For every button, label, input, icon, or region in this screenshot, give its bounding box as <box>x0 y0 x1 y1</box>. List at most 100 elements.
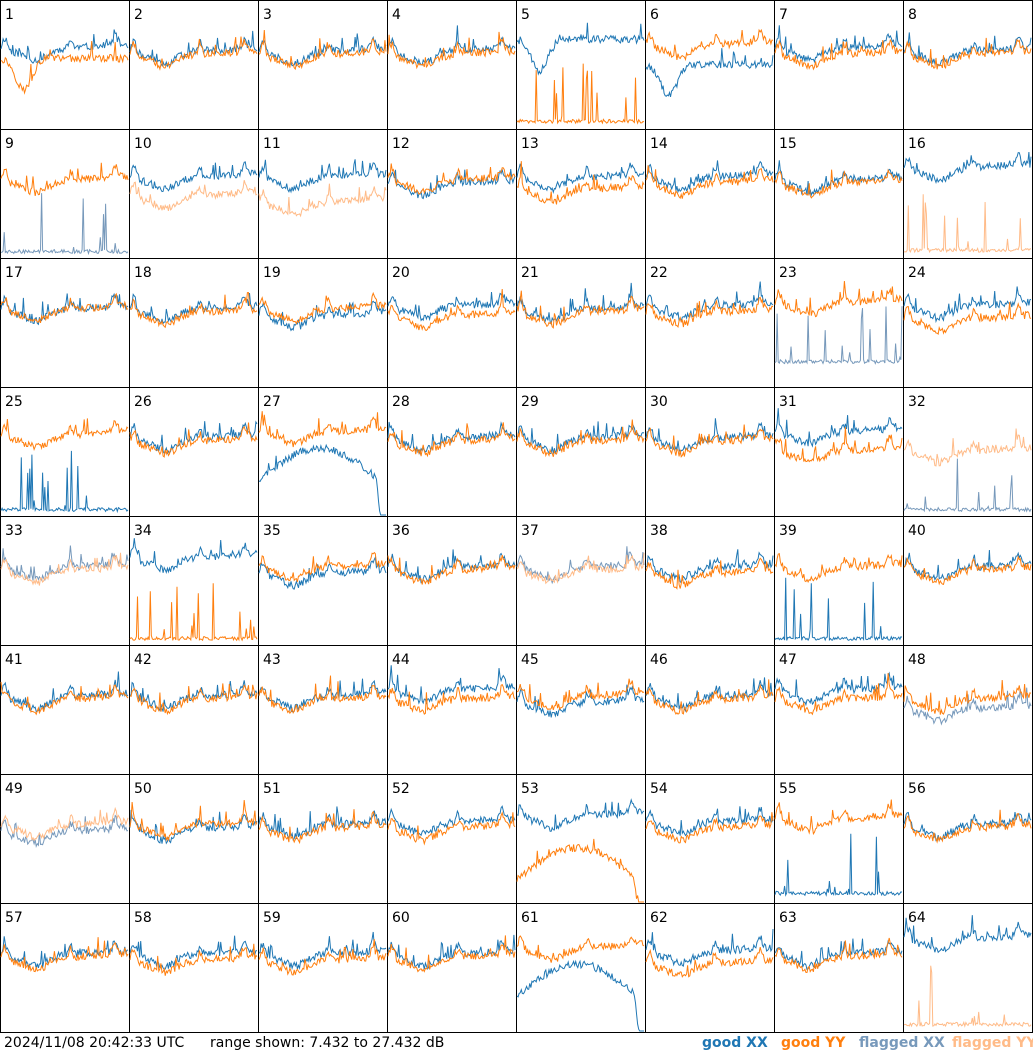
series-xx-panel-9 <box>0 193 129 256</box>
series-yy-panel-51 <box>258 809 387 845</box>
range-label: range shown: 7.432 to 27.432 dB <box>210 1035 445 1051</box>
legend-good-xx: good XX <box>702 1035 768 1051</box>
series-xx-panel-45 <box>516 684 645 718</box>
series-xx-panel-31 <box>774 408 903 448</box>
series-yy-panel-48 <box>903 679 1032 715</box>
series-xx-panel-16 <box>903 151 1032 184</box>
series-yy-panel-12 <box>387 163 516 195</box>
series-xx-panel-27 <box>258 443 386 516</box>
panel-43: 43 <box>258 645 388 775</box>
series-yy-panel-52 <box>387 811 516 846</box>
series-xx-panel-46 <box>645 677 774 713</box>
series-yy-panel-44 <box>387 683 516 715</box>
series-yy-panel-54 <box>645 812 774 844</box>
panel-label: 4 <box>392 7 401 23</box>
series-yy-panel-53 <box>516 838 644 903</box>
series-xx-panel-13 <box>516 162 645 195</box>
series-xx-panel-37 <box>516 546 645 585</box>
series-xx-panel-57 <box>0 936 129 970</box>
panel-label: 21 <box>521 265 539 281</box>
series-xx-panel-20 <box>387 291 516 322</box>
panel-frame <box>0 516 130 646</box>
series-yy-panel-23 <box>774 280 903 318</box>
panel-label: 52 <box>392 781 410 797</box>
panel-53: 53 <box>516 774 646 904</box>
series-yy-panel-59 <box>258 939 387 976</box>
panel-15: 15 <box>774 129 904 259</box>
panel-label: 1 <box>5 7 14 23</box>
panel-label: 2 <box>134 7 143 23</box>
series-yy-panel-26 <box>129 422 258 458</box>
panel-label: 57 <box>5 910 23 926</box>
panel-frame <box>0 774 130 904</box>
panel-label: 14 <box>650 136 668 152</box>
panel-13: 13 <box>516 129 646 259</box>
panel-label: 61 <box>521 910 539 926</box>
panel-64: 64 <box>903 903 1033 1033</box>
panel-8: 8 <box>903 0 1033 130</box>
panel-31: 31 <box>774 387 904 517</box>
panel-frame <box>258 0 388 130</box>
series-yy-panel-61 <box>516 935 645 963</box>
panel-label: 22 <box>650 265 668 281</box>
series-xx-panel-14 <box>645 160 774 194</box>
panel-label: 29 <box>521 394 539 410</box>
panel-frame <box>0 129 130 259</box>
series-yy-panel-16 <box>903 194 1032 254</box>
series-xx-panel-6 <box>645 48 774 98</box>
panel-59: 59 <box>258 903 388 1033</box>
panel-51: 51 <box>258 774 388 904</box>
series-xx-panel-51 <box>258 806 387 841</box>
panel-28: 28 <box>387 387 517 517</box>
series-xx-panel-22 <box>645 281 774 323</box>
panel-label: 55 <box>779 781 797 797</box>
panel-label: 12 <box>392 136 410 152</box>
panel-label: 47 <box>779 652 797 668</box>
panel-label: 6 <box>650 7 659 23</box>
series-yy-panel-25 <box>0 418 129 451</box>
panel-label: 30 <box>650 394 668 410</box>
panel-frame <box>774 645 904 775</box>
series-xx-panel-54 <box>645 806 774 837</box>
panel-63: 63 <box>774 903 904 1033</box>
series-yy-panel-32 <box>903 428 1032 467</box>
series-xx-panel-25 <box>0 450 129 514</box>
panel-24: 24 <box>903 258 1033 388</box>
panel-45: 45 <box>516 645 646 775</box>
panel-label: 50 <box>134 781 152 797</box>
panel-16: 16 <box>903 129 1033 259</box>
panel-57: 57 <box>0 903 130 1033</box>
series-yy-panel-21 <box>516 290 645 329</box>
series-yy-panel-47 <box>774 673 903 716</box>
panel-frame <box>129 774 259 904</box>
series-yy-panel-5 <box>516 63 645 125</box>
series-xx-panel-61 <box>516 959 644 1032</box>
panel-9: 9 <box>0 129 130 259</box>
panel-frame <box>903 516 1033 646</box>
panel-frame <box>516 774 646 904</box>
panel-label: 63 <box>779 910 797 926</box>
footer-bar: 2024/11/08 20:42:33 UTC range shown: 7.4… <box>0 1033 1033 1053</box>
series-yy-panel-27 <box>258 411 387 448</box>
panel-label: 42 <box>134 652 152 668</box>
series-yy-panel-45 <box>516 678 645 711</box>
legend-flagged-xx: flagged XX <box>859 1035 945 1051</box>
series-xx-panel-5 <box>516 22 645 76</box>
panel-label: 35 <box>263 523 281 539</box>
series-xx-panel-10 <box>129 161 258 193</box>
panel-frame <box>903 387 1033 517</box>
series-yy-panel-63 <box>774 937 903 974</box>
panel-label: 3 <box>263 7 272 23</box>
series-yy-panel-8 <box>903 37 1032 70</box>
series-yy-panel-17 <box>0 292 129 324</box>
series-yy-panel-31 <box>774 427 903 463</box>
panel-frame <box>774 903 904 1033</box>
panel-label: 41 <box>5 652 23 668</box>
series-yy-panel-7 <box>774 38 903 71</box>
panel-4: 4 <box>387 0 517 130</box>
panel-frame <box>645 903 775 1033</box>
panel-2: 2 <box>129 0 259 130</box>
panel-label: 11 <box>263 136 281 152</box>
panel-3: 3 <box>258 0 388 130</box>
